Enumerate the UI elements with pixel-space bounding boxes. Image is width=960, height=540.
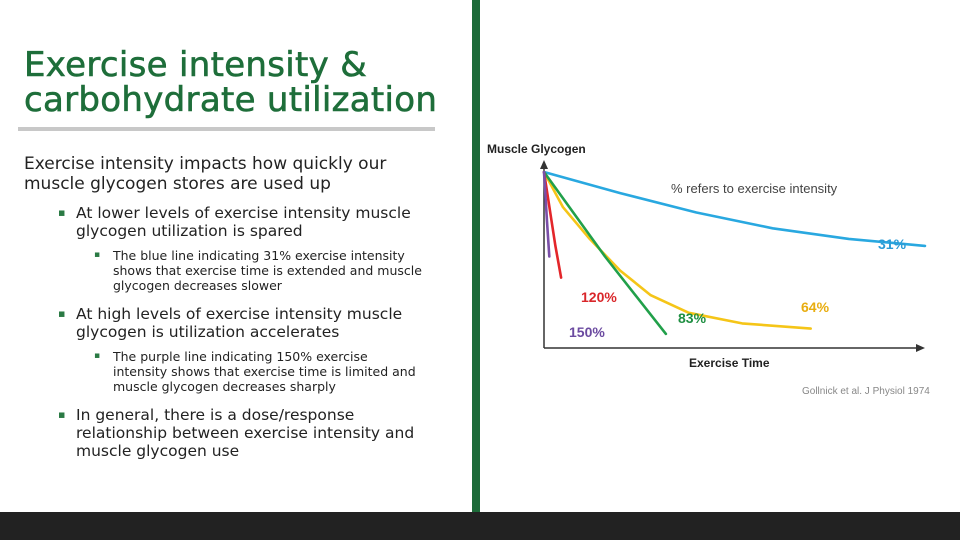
series-label-64pct: 64% <box>801 299 830 315</box>
series-line-83pct <box>542 170 668 336</box>
x-axis-arrow-icon <box>916 344 925 352</box>
bullet-text: At high levels of exercise intensity mus… <box>76 305 403 341</box>
bullet-higher-intensity: At high levels of exercise intensity mus… <box>58 305 448 394</box>
sub-bullet-list: The purple line indicating 150% exercise… <box>94 349 448 394</box>
series-layer <box>542 170 927 336</box>
series-label-31pct: 31% <box>878 236 907 252</box>
chart-panel: Muscle Glycogen % refers to exercise int… <box>480 0 960 512</box>
glycogen-chart: Muscle Glycogen % refers to exercise int… <box>487 142 930 397</box>
slide-subtitle: Exercise intensity impacts how quickly o… <box>24 154 387 194</box>
sub-bullet-text: The blue line indicating 31% exercise in… <box>113 248 422 293</box>
series-label-83pct: 83% <box>678 310 707 326</box>
bullet-text: In general, there is a dose/response rel… <box>76 406 415 460</box>
sub-bullet-text: The purple line indicating 150% exercise… <box>113 349 416 394</box>
sub-bullet-blue-line: The blue line indicating 31% exercise in… <box>94 248 448 293</box>
bullet-list: At lower levels of exercise intensity mu… <box>58 204 448 472</box>
y-axis-arrow-icon <box>540 160 548 169</box>
series-label-layer: 31% 64% 83% 120% 150% <box>569 236 907 340</box>
vertical-divider <box>472 0 480 512</box>
series-line-64pct <box>542 170 813 330</box>
x-axis-label: Exercise Time <box>689 356 770 370</box>
series-line-150pct <box>542 170 551 258</box>
bullet-lower-intensity: At lower levels of exercise intensity mu… <box>58 204 448 293</box>
series-label-150pct: 150% <box>569 324 605 340</box>
title-underline <box>18 127 435 131</box>
bullet-dose-response: In general, there is a dose/response rel… <box>58 406 448 460</box>
intensity-annotation: % refers to exercise intensity <box>671 181 838 196</box>
series-line-120pct <box>542 170 563 279</box>
sub-bullet-list: The blue line indicating 31% exercise in… <box>94 248 448 293</box>
footer-bar <box>0 512 960 540</box>
bullet-text: At lower levels of exercise intensity mu… <box>76 204 411 240</box>
series-label-120pct: 120% <box>581 289 617 305</box>
y-axis-label: Muscle Glycogen <box>487 142 586 156</box>
series-line-31pct <box>542 170 927 248</box>
text-panel: Exercise intensity & carbohydrate utiliz… <box>0 0 470 512</box>
sub-bullet-purple-line: The purple line indicating 150% exercise… <box>94 349 448 394</box>
slide-title: Exercise intensity & carbohydrate utiliz… <box>24 45 438 120</box>
chart-axes <box>540 160 925 352</box>
citation: Gollnick et al. J Physiol 1974 <box>802 386 930 397</box>
